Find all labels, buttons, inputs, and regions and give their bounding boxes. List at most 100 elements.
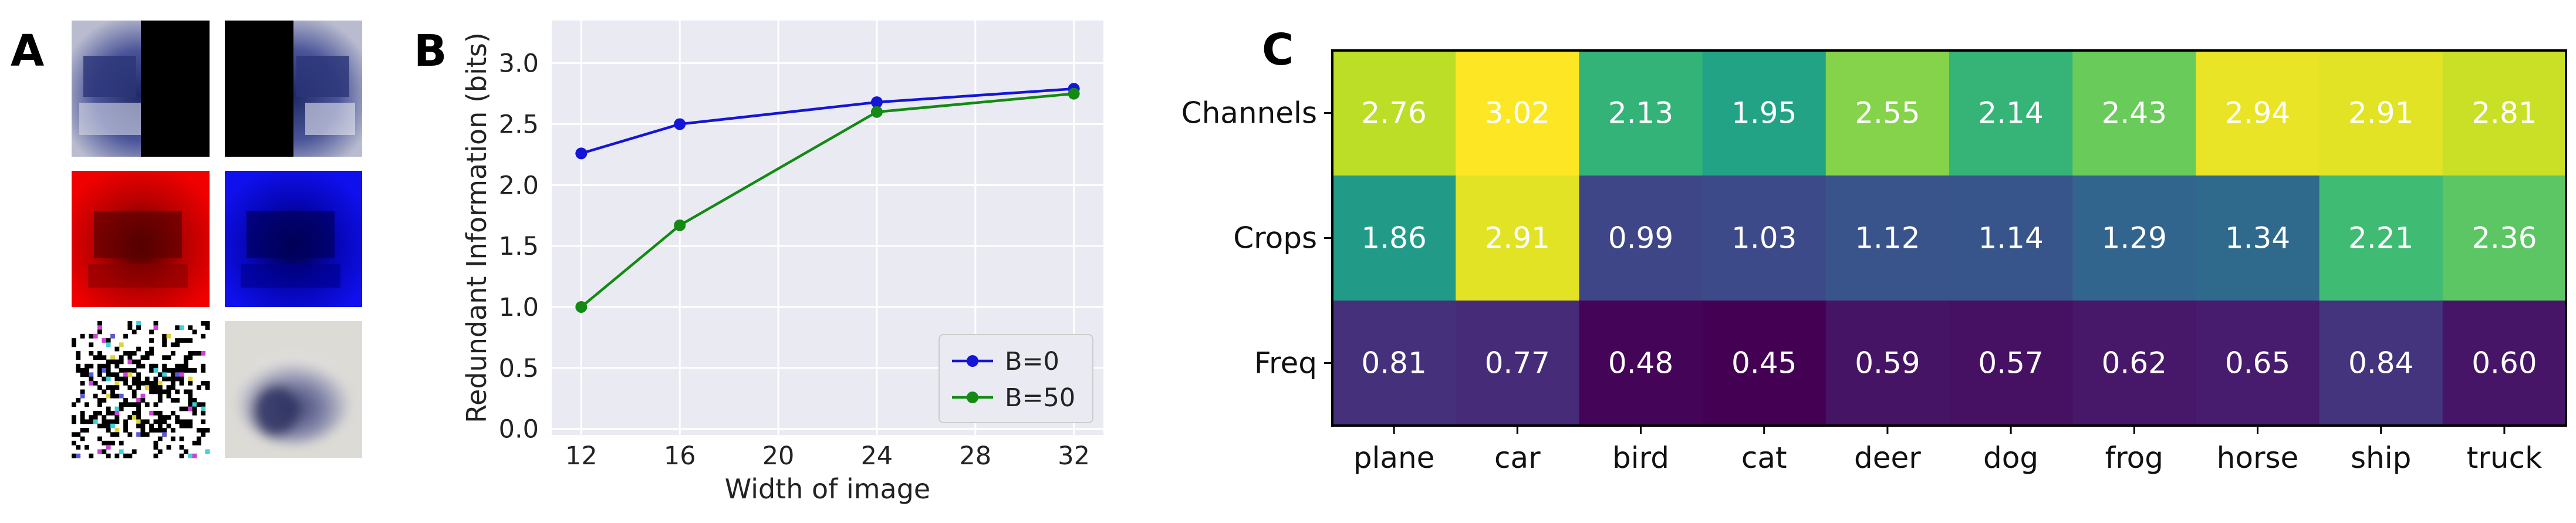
heatmap-cell: [2319, 176, 2443, 301]
hf-pixel: [201, 406, 206, 411]
hf-pixel: [110, 419, 115, 424]
hf-pixel: [76, 350, 81, 356]
hf-pixel: [201, 363, 206, 369]
hf-pixel: [123, 376, 128, 382]
hf-pixel: [157, 372, 163, 377]
hf-pixel: [114, 419, 120, 424]
column-label: frog: [2105, 441, 2163, 475]
hf-pixel: [80, 380, 85, 386]
y-axis-label: Redundant Information (bits): [461, 32, 492, 423]
hf-pixel: [123, 398, 128, 403]
hf-pixel: [85, 363, 89, 369]
hf-pixel: [106, 406, 111, 411]
hf-pixel: [153, 380, 158, 386]
hf-pixel: [76, 445, 81, 450]
hf-pixel: [162, 333, 167, 339]
hf-pixel: [157, 398, 163, 403]
cell-value-label: 1.12: [1855, 221, 1920, 255]
hf-pixel: [114, 393, 120, 399]
hf-pixel: [127, 350, 133, 356]
hf-pixel: [170, 385, 175, 390]
hf-pixel: [102, 368, 107, 373]
cell-value-label: 0.81: [1361, 346, 1426, 380]
hf-pixel: [179, 325, 184, 330]
hf-pixel: [131, 329, 137, 335]
hf-pixel: [80, 436, 85, 441]
cell-value-label: 0.62: [2102, 346, 2167, 380]
hf-pixel: [114, 372, 120, 377]
column-label: cat: [1741, 441, 1787, 475]
hf-pixel: [93, 410, 98, 416]
hf-pixel: [153, 419, 158, 424]
hf-pixel: [175, 415, 180, 420]
hf-pixel: [127, 432, 133, 437]
hf-pixel: [119, 406, 124, 411]
cell-value-label: 0.48: [1608, 346, 1673, 380]
hf-pixel: [183, 363, 188, 369]
legend: B=0 B=50: [938, 334, 1093, 423]
car-red-channel: [72, 171, 210, 307]
hf-pixel: [85, 372, 89, 377]
hf-pixel: [170, 372, 175, 377]
hf-pixel: [80, 372, 85, 377]
row-label: Freq: [1254, 346, 1317, 380]
hf-pixel: [97, 385, 102, 390]
car-blue-channel: [225, 171, 362, 307]
hf-pixel: [131, 449, 137, 454]
hf-pixel: [127, 402, 133, 407]
hf-pixel: [76, 398, 81, 403]
cell-value-label: 0.84: [2348, 346, 2413, 380]
hf-pixel: [110, 440, 115, 446]
hf-pixel: [97, 402, 102, 407]
hf-pixel: [97, 449, 102, 454]
hf-pixel: [106, 423, 111, 428]
hf-pixel: [144, 385, 150, 390]
hf-pixel: [76, 355, 81, 360]
hf-pixel: [127, 368, 133, 373]
y-tick-label: 0.0: [499, 415, 539, 444]
hf-pixel: [205, 428, 210, 433]
hf-pixel: [162, 372, 167, 377]
hf-pixel: [106, 368, 111, 373]
hf-pixel: [80, 428, 85, 433]
heatmap-cell: [1702, 50, 1827, 176]
heatmap-cell: [2072, 301, 2196, 426]
heatmap-cell: [2072, 176, 2196, 301]
hf-pixel: [162, 338, 167, 343]
hf-pixel: [136, 380, 141, 386]
hf-pixel: [123, 453, 128, 458]
heatmap-cell: [1825, 176, 1950, 301]
hf-pixel: [162, 428, 167, 433]
hf-pixel: [192, 410, 197, 416]
hf-pixel: [136, 406, 141, 411]
hf-pixel: [175, 342, 180, 347]
hf-pixel: [102, 363, 107, 369]
hf-pixel: [188, 338, 193, 343]
hf-pixel: [188, 380, 193, 386]
hf-pixel: [110, 423, 115, 428]
heatmap-cell: [2196, 301, 2320, 426]
y-tick-label: 2.0: [499, 171, 539, 200]
hf-pixel: [183, 368, 188, 373]
hf-pixel: [166, 368, 171, 373]
heatmap-cell: [1579, 301, 1703, 426]
hf-pixel: [149, 423, 154, 428]
heatmap-cell: [2319, 301, 2443, 426]
hf-pixel: [80, 368, 85, 373]
hf-pixel: [144, 376, 150, 382]
hf-pixel: [153, 321, 158, 326]
hf-pixel: [149, 385, 154, 390]
legend-marker: [967, 355, 978, 367]
x-tick-label: 20: [762, 441, 795, 471]
hf-pixel: [170, 342, 175, 347]
heatmap-cell: [1579, 176, 1703, 301]
hf-pixel: [97, 436, 102, 441]
hf-pixel: [136, 372, 141, 377]
data-point: [1068, 87, 1080, 100]
hf-pixel: [97, 350, 102, 356]
hf-pixel: [170, 410, 175, 416]
hf-pixel: [131, 410, 137, 416]
hf-pixel: [162, 355, 167, 360]
hf-pixel: [119, 368, 124, 373]
hf-pixel: [153, 428, 158, 433]
